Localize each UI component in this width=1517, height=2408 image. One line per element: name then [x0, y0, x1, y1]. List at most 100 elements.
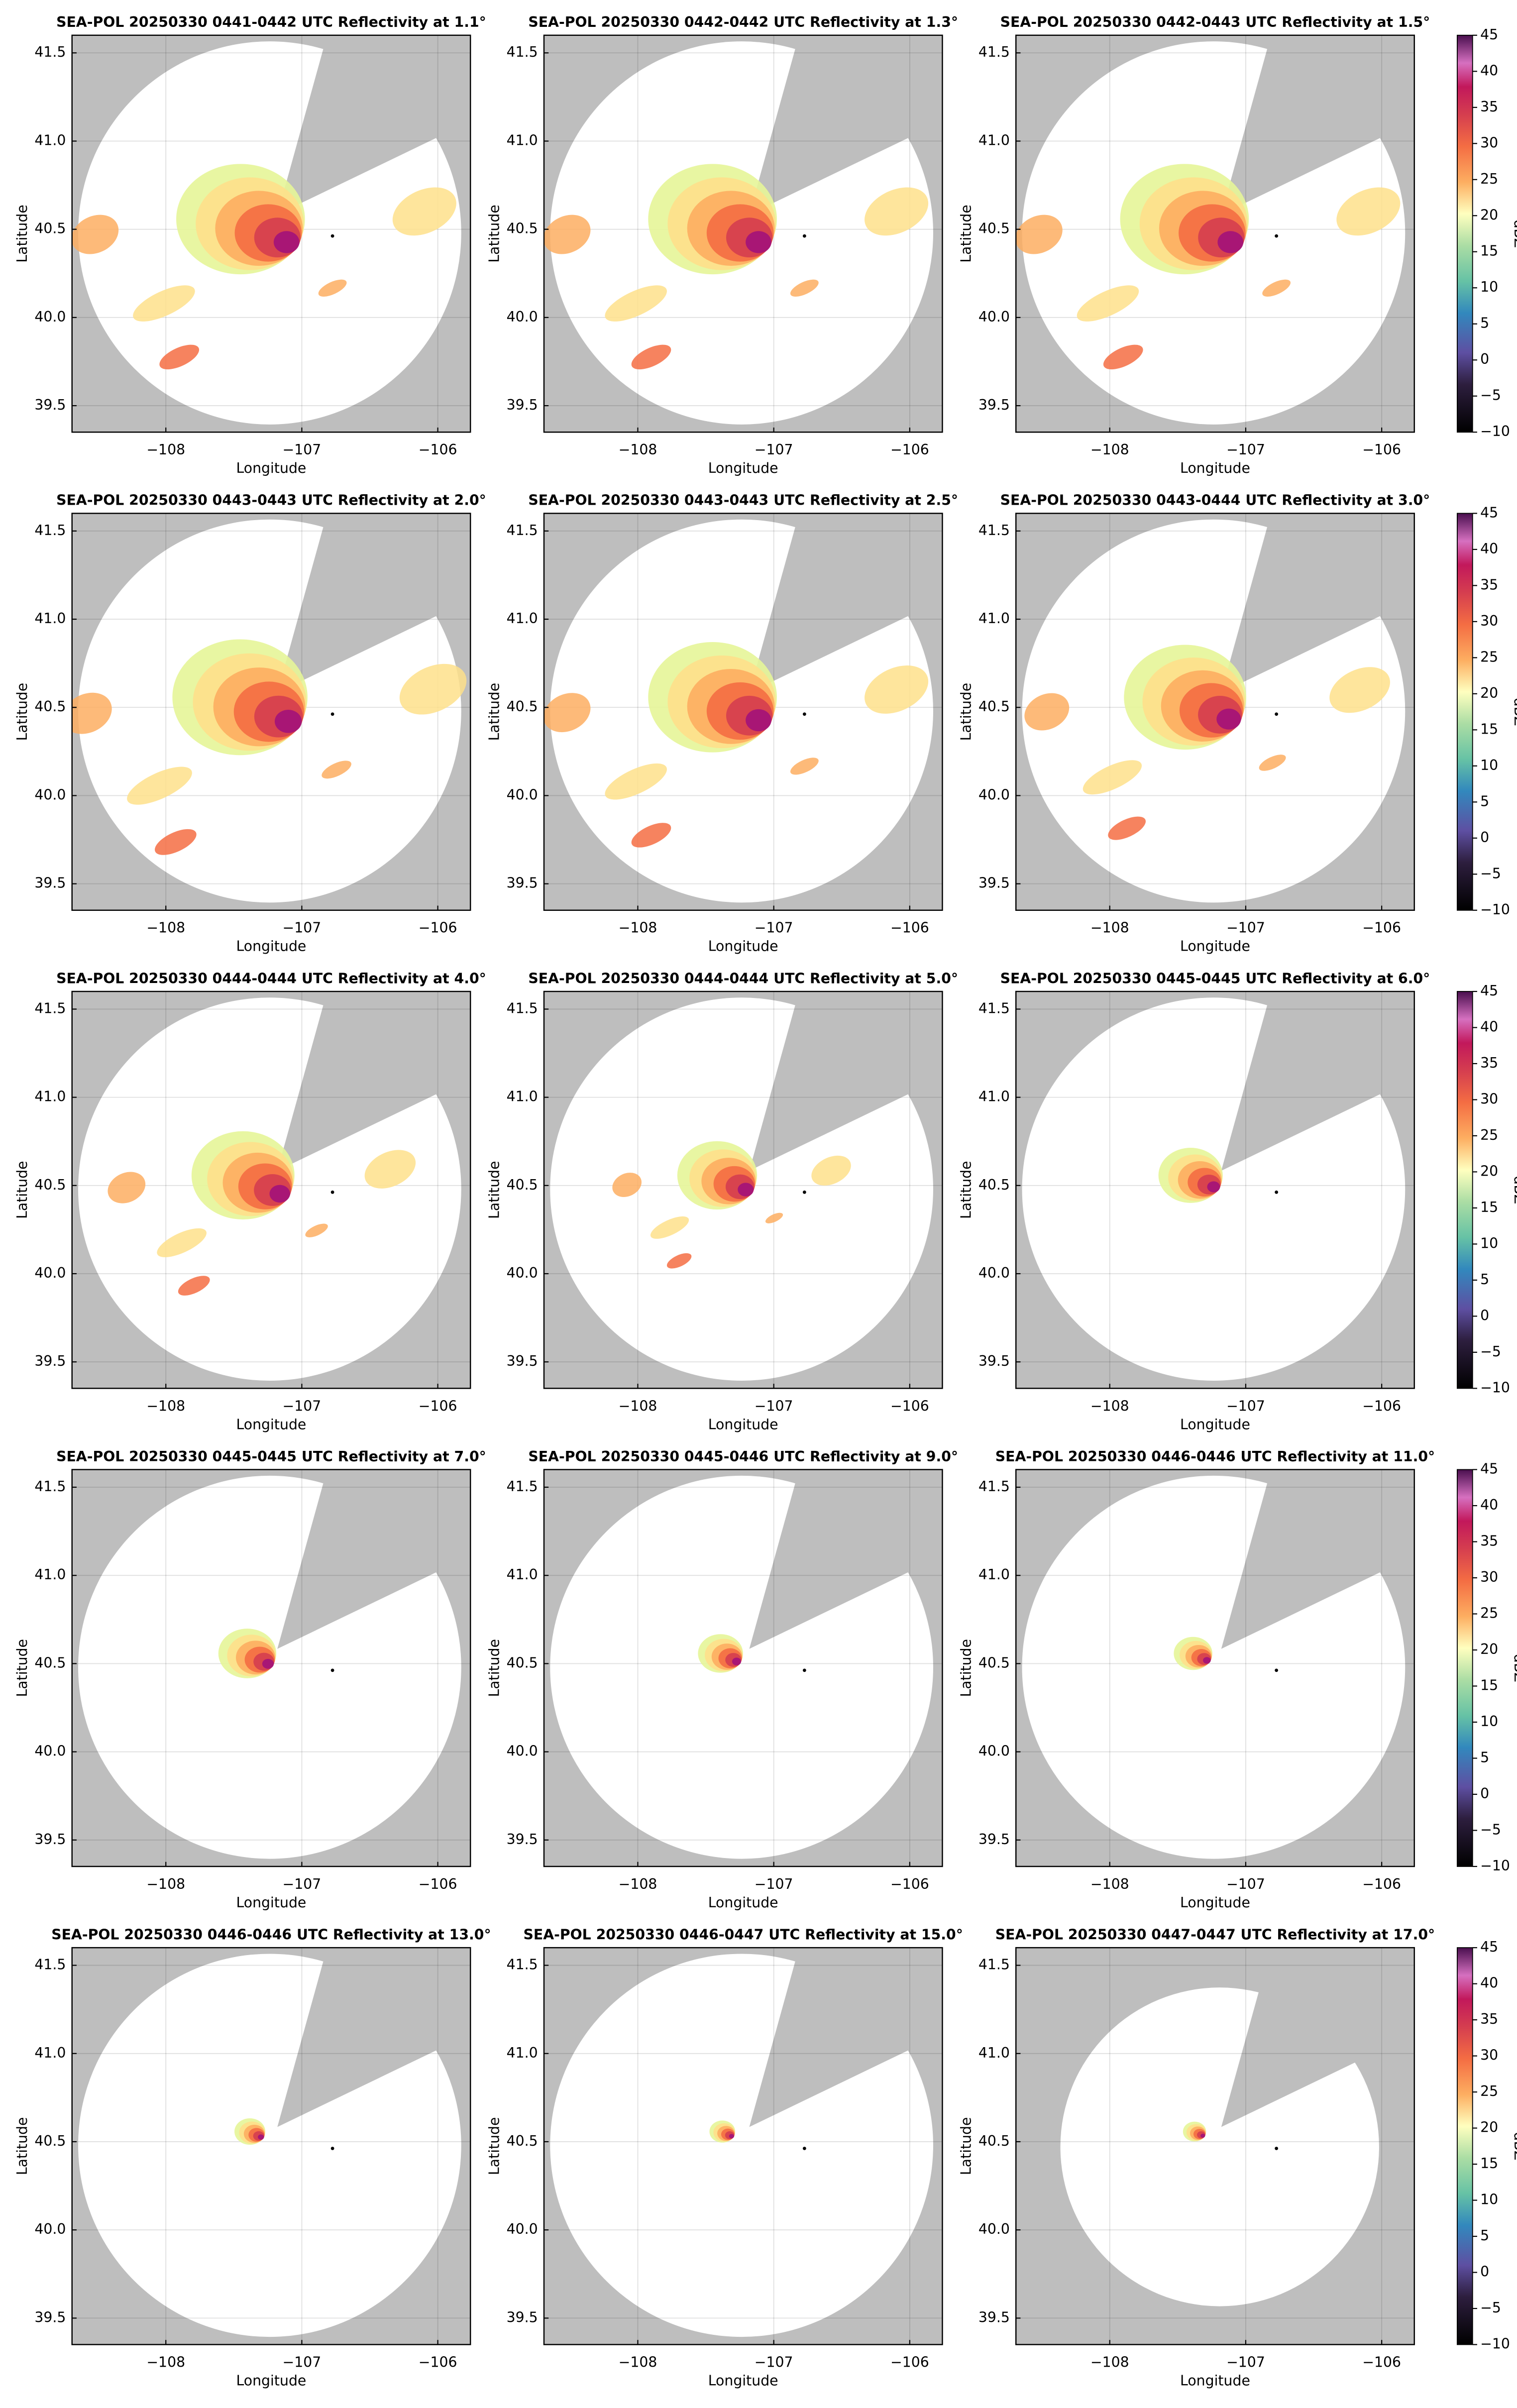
- y-tick-label: 41.5: [34, 44, 66, 60]
- colorbar-label: dBZ: [1511, 1654, 1517, 1682]
- echo: [364, 1150, 416, 1189]
- radar-site: [1275, 234, 1279, 238]
- echo: [399, 663, 467, 715]
- y-tick-label: 41.0: [34, 1566, 66, 1583]
- x-tick-label: −108: [619, 1398, 657, 1414]
- echo: [765, 1212, 783, 1223]
- colorbar-tick-label: 10: [1480, 279, 1498, 295]
- x-tick-label: −106: [1362, 1398, 1401, 1414]
- x-axis-label: Longitude: [1180, 1416, 1250, 1432]
- echo: [1024, 693, 1070, 731]
- colorbar-tick-label: 15: [1480, 1199, 1498, 1215]
- y-axis-label: Latitude: [14, 683, 30, 741]
- echo: [790, 758, 819, 775]
- colorbar-tick-label: 35: [1480, 1533, 1498, 1549]
- x-tick-label: −107: [1226, 920, 1265, 936]
- blocked-sector: [1221, 513, 1414, 693]
- colorbar-tick-label: 35: [1480, 576, 1498, 593]
- colorbar-tick-label: −5: [1480, 1343, 1501, 1360]
- axes-frame: [71, 990, 471, 1389]
- chart-title: SEA-POL 20250330 0444-0444 UTC Reflectiv…: [528, 970, 958, 986]
- blocked-sector: [749, 1948, 943, 2127]
- echo: [738, 1183, 754, 1197]
- colorbar-label: dBZ: [1511, 1176, 1517, 1204]
- y-tick-label: 40.0: [978, 2221, 1010, 2237]
- colorbar-tick-label: 30: [1480, 1569, 1498, 1585]
- x-tick-label: −107: [283, 2354, 322, 2370]
- colorbar-tick-label: 40: [1480, 1975, 1498, 1991]
- echo: [258, 2134, 264, 2140]
- blocked-sector: [749, 1469, 943, 1649]
- y-tick-label: 39.5: [978, 1831, 1010, 1848]
- axes-frame: [543, 513, 943, 911]
- y-tick-label: 39.5: [507, 1831, 538, 1848]
- colorbar-tick-label: 45: [1480, 504, 1498, 521]
- chart-title: SEA-POL 20250330 0446-0446 UTC Reflectiv…: [51, 1927, 491, 1943]
- radar-site: [330, 712, 334, 716]
- y-axis-label: Latitude: [958, 683, 975, 741]
- y-tick-label: 40.5: [507, 220, 538, 237]
- chart-title: SEA-POL 20250330 0441-0442 UTC Reflectiv…: [56, 14, 486, 30]
- x-tick-label: −108: [146, 441, 185, 458]
- y-tick-label: 39.5: [507, 397, 538, 413]
- x-tick-label: −106: [419, 920, 457, 936]
- plot-area: [72, 35, 471, 433]
- y-tick-label: 40.5: [507, 1177, 538, 1193]
- colorbar: [1457, 34, 1473, 433]
- colorbar-tick-label: 5: [1480, 1749, 1489, 1765]
- x-tick-label: −108: [146, 2354, 185, 2370]
- chart-title: SEA-POL 20250330 0447-0447 UTC Reflectiv…: [995, 1927, 1435, 1943]
- plot-area: [72, 991, 471, 1389]
- y-tick-label: 39.5: [507, 875, 538, 891]
- axes-frame: [1015, 34, 1415, 433]
- y-tick-label: 40.0: [507, 1743, 538, 1759]
- blocked-sector: [277, 1948, 471, 2127]
- chart-title: SEA-POL 20250330 0443-0444 UTC Reflectiv…: [1000, 492, 1430, 509]
- x-tick-label: −106: [1362, 1876, 1401, 1892]
- y-tick-label: 40.0: [34, 1743, 66, 1759]
- x-tick-label: −106: [419, 441, 457, 458]
- x-tick-label: −107: [283, 920, 322, 936]
- y-tick-label: 39.5: [34, 2309, 66, 2325]
- colorbar-tick-label: −5: [1480, 1821, 1501, 1838]
- axes-frame: [1015, 513, 1415, 911]
- colorbar-tick-label: 35: [1480, 1055, 1498, 1071]
- x-tick-label: −106: [419, 2354, 457, 2370]
- plot-area: [72, 1469, 471, 1866]
- echo: [1103, 344, 1143, 370]
- y-tick-label: 40.5: [34, 220, 66, 237]
- echo: [1262, 279, 1291, 297]
- radar-site: [802, 234, 806, 238]
- y-tick-label: 41.5: [34, 1478, 66, 1495]
- y-tick-label: 41.5: [34, 522, 66, 539]
- echo: [305, 1223, 328, 1237]
- blocked-sector: [749, 35, 943, 215]
- y-tick-label: 40.5: [978, 2133, 1010, 2149]
- blocked-sector: [749, 991, 943, 1171]
- x-tick-label: −108: [1090, 441, 1129, 458]
- x-tick-label: −106: [1362, 920, 1401, 936]
- x-axis-label: Longitude: [1180, 2372, 1250, 2389]
- y-tick-label: 41.5: [978, 1957, 1010, 1973]
- chart-title: SEA-POL 20250330 0445-0445 UTC Reflectiv…: [56, 1448, 486, 1465]
- echo: [790, 279, 819, 297]
- y-tick-label: 40.0: [34, 2221, 66, 2237]
- echo: [322, 761, 351, 779]
- y-tick-label: 39.5: [978, 397, 1010, 413]
- y-tick-label: 40.0: [34, 309, 66, 325]
- echo: [1207, 1181, 1220, 1193]
- y-axis-label: Latitude: [958, 2117, 975, 2176]
- colorbar-tick-label: 5: [1480, 793, 1489, 809]
- colorbar-tick-label: 10: [1480, 2191, 1498, 2208]
- y-tick-label: 41.0: [507, 1089, 538, 1105]
- y-tick-label: 41.5: [507, 1478, 538, 1495]
- chart-title: SEA-POL 20250330 0446-0447 UTC Reflectiv…: [523, 1927, 963, 1943]
- echo: [746, 709, 771, 732]
- axes-frame: [1015, 990, 1415, 1389]
- plot-area: [1016, 35, 1414, 433]
- x-axis-label: Longitude: [708, 2372, 778, 2389]
- echo: [127, 766, 192, 805]
- blocked-sector: [749, 513, 943, 693]
- y-tick-label: 40.5: [34, 2133, 66, 2149]
- colorbar-tick-label: 5: [1480, 2227, 1489, 2244]
